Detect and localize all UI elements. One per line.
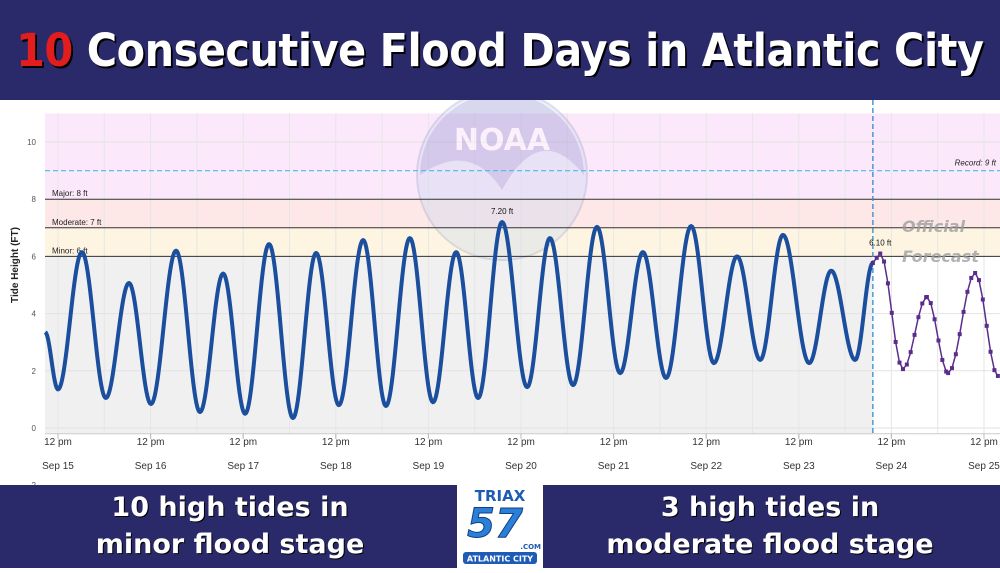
record-label: Record: 9 ft — [955, 159, 997, 168]
title-text: Consecutive Flood Days in Atlantic City — [72, 23, 984, 77]
x-tick-date: Sep 25 — [968, 461, 1000, 472]
x-tick-date: Sep 16 — [135, 461, 167, 472]
x-tick-time: 12 pm — [600, 437, 628, 448]
forecast-point — [916, 315, 921, 320]
major-flood-band — [45, 113, 1000, 200]
forecast-point — [988, 349, 993, 354]
x-tick-time: 12 pm — [44, 437, 72, 448]
forecast-point — [957, 332, 962, 337]
x-tick-date: Sep 15 — [42, 461, 74, 472]
x-tick-time: 12 pm — [322, 437, 350, 448]
noaa-bird — [420, 100, 584, 190]
threshold-label-minor: Minor: 6 ft — [52, 246, 88, 255]
forecast-point — [969, 275, 974, 280]
forecast-point — [882, 259, 887, 264]
logo-number: 57 — [467, 501, 523, 547]
y-tick-label: 8 — [32, 195, 37, 204]
x-tick-time: 12 pm — [692, 437, 720, 448]
y-tick-label: 0 — [32, 424, 37, 433]
caption-line: moderate flood stage — [606, 529, 934, 560]
forecast-point — [924, 295, 929, 300]
forecast-label: Forecast — [902, 247, 980, 266]
forecast-point — [961, 309, 966, 314]
y-tick-label: 10 — [27, 138, 36, 147]
threshold-label-major: Major: 8 ft — [52, 189, 88, 198]
x-tick-date: Sep 24 — [876, 461, 908, 472]
forecast-point — [976, 278, 981, 283]
forecast-point — [953, 352, 958, 357]
forecast-point — [912, 332, 917, 337]
forecast-point — [889, 310, 894, 315]
x-tick-date: Sep 20 — [505, 461, 537, 472]
caption-minor: 10 high tides in minor flood stage — [40, 489, 420, 563]
noaa-watermark: NOAA — [416, 100, 588, 261]
forecast-point — [900, 367, 905, 372]
forecast-point — [908, 350, 913, 355]
x-tick-time: 12 pm — [507, 437, 535, 448]
forecast-point — [946, 371, 951, 376]
page-title: 10 Consecutive Flood Days in Atlantic Ci… — [16, 23, 984, 77]
x-tick-time: 12 pm — [878, 437, 906, 448]
x-tick-time: 12 pm — [137, 437, 165, 448]
noaa-circle — [416, 100, 588, 261]
caption-moderate: 3 high tides in moderate flood stage — [580, 489, 960, 563]
x-tick-date: Sep 18 — [320, 461, 352, 472]
forecast-point — [995, 373, 1000, 378]
forecast-label: Official — [902, 217, 966, 236]
y-tick-label: 6 — [32, 252, 37, 261]
title-banner: 10 Consecutive Flood Days in Atlantic Ci… — [0, 0, 1000, 100]
caption-line: 3 high tides in — [660, 492, 880, 523]
x-tick-date: Sep 17 — [227, 461, 259, 472]
x-tick-date: Sep 19 — [413, 461, 445, 472]
y-tick-label: -2 — [29, 481, 37, 485]
noaa-text: NOAA — [454, 123, 551, 158]
forecast-point — [897, 360, 902, 365]
observed-tide-line — [43, 220, 875, 420]
forecast-point — [885, 281, 890, 286]
x-tick-date: Sep 22 — [690, 461, 722, 472]
forecast-point — [904, 362, 909, 367]
caption-line: minor flood stage — [95, 529, 365, 560]
x-tick-date: Sep 21 — [598, 461, 630, 472]
threshold-label-moderate: Moderate: 7 ft — [52, 218, 102, 227]
forecast-point — [874, 255, 879, 260]
logo-brand: TRIAX — [475, 487, 526, 505]
forecast-point — [940, 357, 945, 362]
forecast-point — [973, 270, 978, 275]
logo-city: ATLANTIC CITY — [467, 555, 533, 564]
forecast-point — [980, 297, 985, 302]
tide-chart: NOAA Minor: 6 ft Moderate: 7 ft Major: 8 ft… — [10, 100, 1000, 485]
y-tick-label: 4 — [32, 310, 37, 319]
forecast-point — [936, 338, 941, 343]
x-tick-time: 12 pm — [415, 437, 443, 448]
triax-57-logo: TRIAX 57 .COM ATLANTIC CITY — [457, 485, 543, 568]
x-tick-date: Sep 23 — [783, 461, 815, 472]
minor-flood-band — [45, 227, 1000, 257]
y-axis-title: Tide Height (FT) — [10, 227, 21, 303]
x-tick-time: 12 pm — [785, 437, 813, 448]
y-tick-label: 2 — [32, 367, 37, 376]
forecast-point — [870, 260, 875, 265]
forecast-point — [920, 301, 925, 306]
x-tick-time: 12 pm — [970, 437, 998, 448]
forecast-point — [878, 251, 883, 256]
moderate-flood-band — [45, 199, 1000, 228]
peak-label: 6.10 ft — [869, 239, 892, 248]
forecast-point — [965, 289, 970, 294]
peak-label: 7.20 ft — [491, 207, 514, 216]
title-number: 10 — [16, 23, 73, 77]
forecast-point — [984, 323, 989, 328]
forecast-point — [928, 301, 933, 306]
forecast-point — [949, 366, 954, 371]
caption-line: 10 high tides in — [111, 492, 349, 523]
forecast-point — [992, 368, 997, 373]
bottom-banner: 10 high tides in minor flood stage 3 hig… — [0, 485, 1000, 568]
forecast-point — [893, 339, 898, 344]
forecast-point — [932, 317, 937, 322]
x-tick-time: 12 pm — [229, 437, 257, 448]
logo-suffix: .COM — [520, 543, 541, 551]
